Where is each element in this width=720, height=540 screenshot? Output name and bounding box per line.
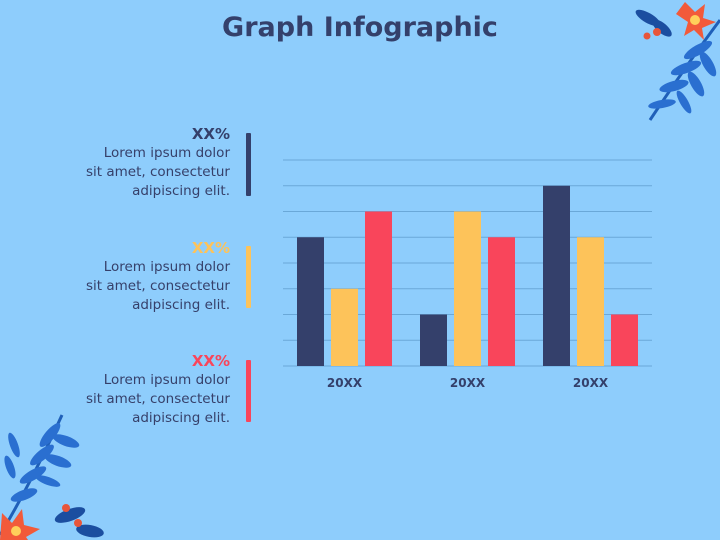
x-tick-label: 20XX: [327, 376, 363, 390]
stat-block-1: XX% Lorem ipsum dolor sit amet, consecte…: [40, 124, 230, 201]
leaf-decoration-top-right: [635, 2, 720, 121]
stat-indicator-bar: [246, 133, 251, 196]
stat-text-line: adipiscing elit.: [132, 297, 230, 313]
bar: [577, 237, 604, 366]
x-tick-label: 20XX: [450, 376, 486, 390]
bar: [365, 211, 392, 366]
stat-text-line: Lorem ipsum dolor: [103, 372, 230, 388]
stat-text-line: adipiscing elit.: [132, 183, 230, 199]
page-title: Graph Infographic: [222, 12, 498, 43]
bar: [543, 185, 570, 366]
flower-icon: [676, 2, 716, 40]
x-tick-label: 20XX: [573, 376, 609, 390]
stat-text-line: adipiscing elit.: [132, 410, 230, 426]
stat-text-line: Lorem ipsum dolor: [103, 259, 230, 275]
stat-value: XX%: [191, 125, 230, 143]
bar: [611, 314, 638, 366]
flower-icon: [0, 509, 40, 540]
bar: [420, 314, 447, 366]
stat-text-line: sit amet, consectetur: [86, 391, 230, 407]
bar: [454, 211, 481, 366]
stat-value: XX%: [191, 352, 230, 370]
bar: [297, 237, 324, 366]
bar: [488, 237, 515, 366]
stat-indicator-bar: [246, 360, 251, 422]
stat-text-line: Lorem ipsum dolor: [103, 145, 230, 161]
stat-block-2: XX% Lorem ipsum dolor sit amet, consecte…: [40, 238, 230, 315]
stat-block-3: XX% Lorem ipsum dolor sit amet, consecte…: [40, 351, 230, 428]
leaf-decoration-bottom-left: [0, 414, 104, 540]
stat-value: XX%: [191, 239, 230, 257]
stat-text-line: sit amet, consectetur: [86, 164, 230, 180]
bar: [331, 288, 358, 366]
stat-text-line: sit amet, consectetur: [86, 278, 230, 294]
stat-indicator-bar: [246, 246, 251, 308]
